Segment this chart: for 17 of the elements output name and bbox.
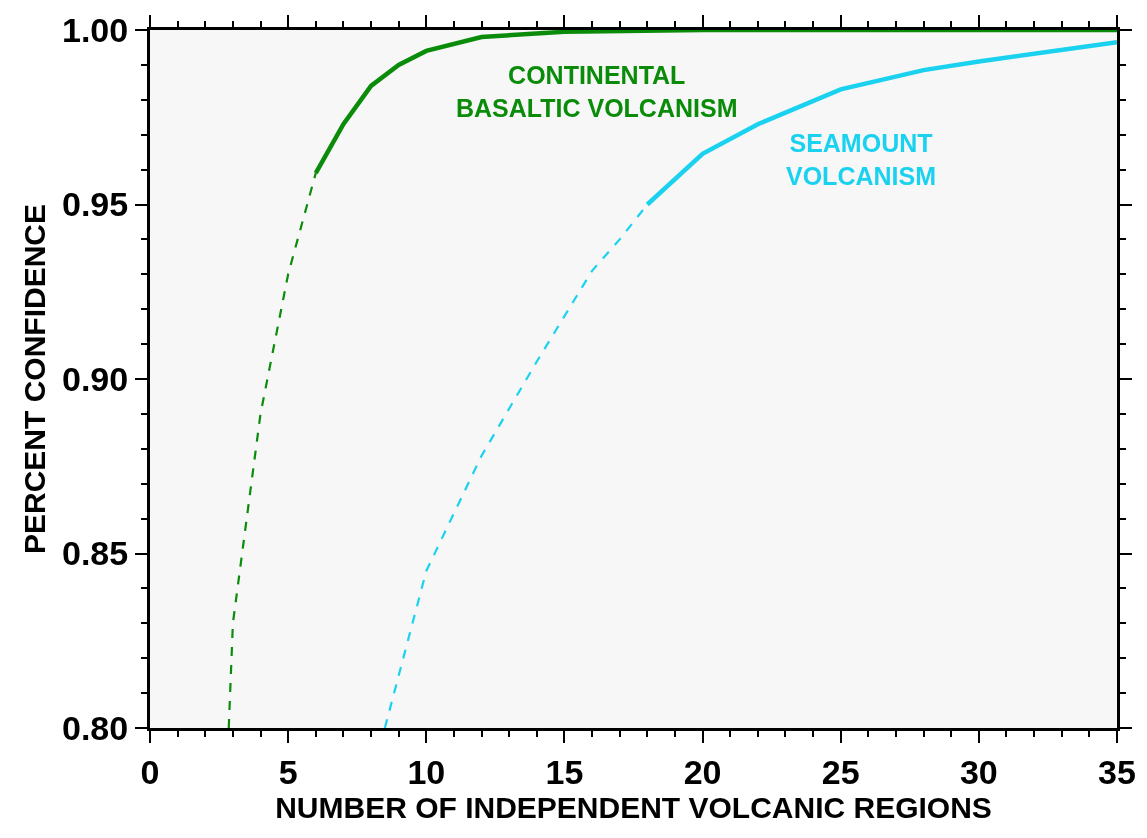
y-tick-label: 0.90: [62, 359, 129, 398]
x-tick-label: 15: [545, 752, 584, 791]
x-tick-label: 0: [140, 752, 160, 791]
x-tick-label: 20: [683, 752, 722, 791]
x-tick-label: 10: [407, 752, 446, 791]
x-tick-label: 35: [1098, 752, 1136, 791]
x-tick-label: 5: [278, 752, 298, 791]
y-axis-title: PERCENT CONFIDENCE: [18, 203, 52, 555]
y-tick-label: 0.85: [62, 534, 129, 573]
y-tick-label: 0.95: [62, 185, 129, 224]
series-label: SEAMOUNT VOLCANISM: [786, 129, 936, 190]
x-tick-label: 25: [821, 752, 860, 791]
x-axis-title: NUMBER OF INDEPENDENT VOLCANIC REGIONS: [275, 791, 992, 825]
y-tick-label: 0.80: [62, 708, 129, 747]
x-tick-label: 30: [959, 752, 998, 791]
y-tick-label: 1.00: [62, 10, 129, 49]
series-label: CONTINENTAL BASALTIC VOLCANISM: [456, 61, 738, 122]
